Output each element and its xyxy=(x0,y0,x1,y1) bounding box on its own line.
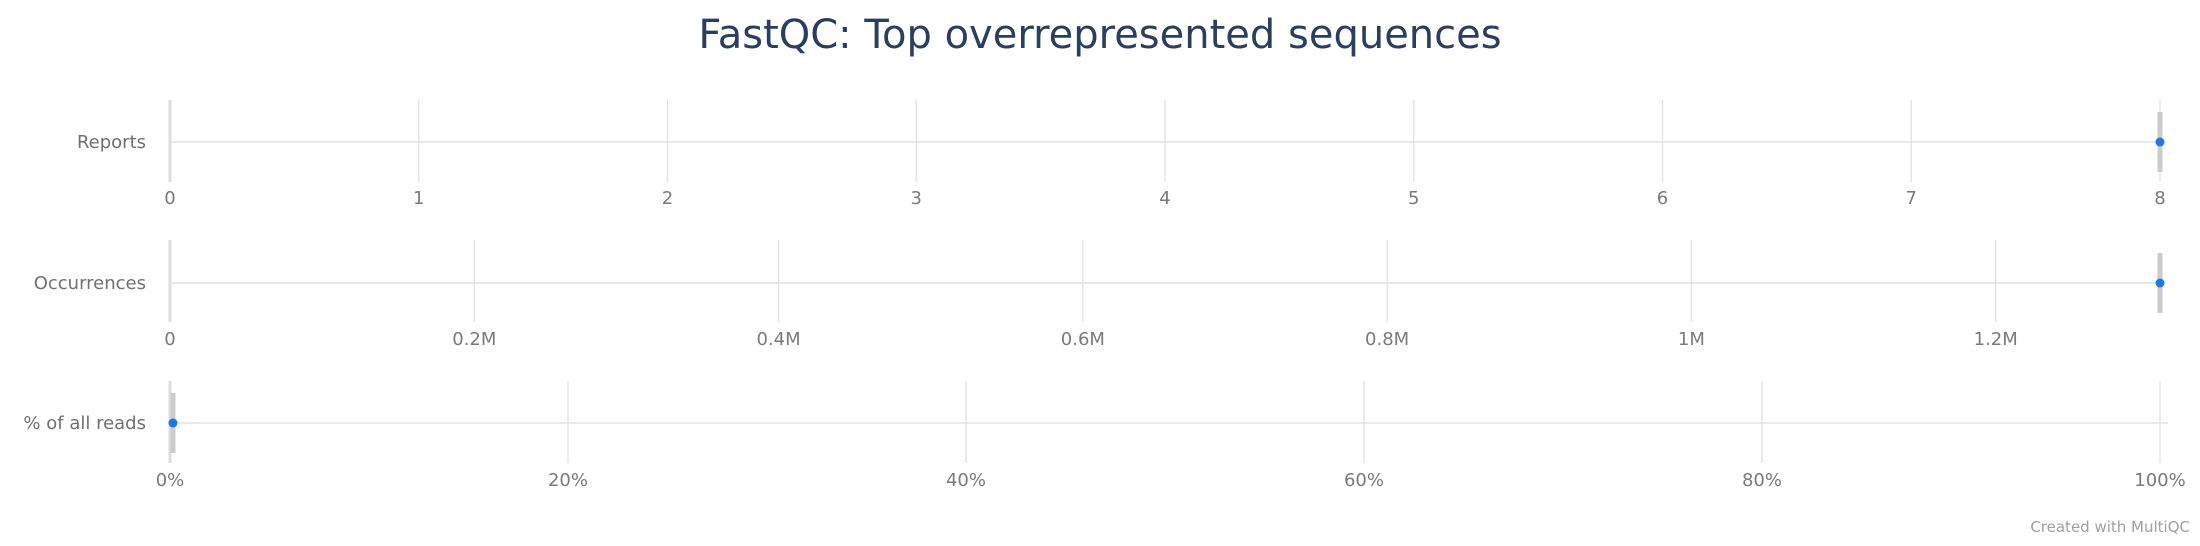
tick-label: 0.4M xyxy=(756,329,800,350)
tick-label: 0 xyxy=(164,329,175,350)
tick-label: 0% xyxy=(156,470,185,491)
tick-label: 6 xyxy=(1657,188,1668,209)
tick-label: 1 xyxy=(413,188,424,209)
tick-label: 80% xyxy=(1742,470,1782,491)
tick-label: 1.2M xyxy=(1974,329,2018,350)
tick-label: 100% xyxy=(2134,470,2185,491)
tick-label: 2 xyxy=(662,188,673,209)
data-point xyxy=(2155,278,2165,288)
tick-label: 1M xyxy=(1678,329,1705,350)
tick-label: 20% xyxy=(548,470,588,491)
row-label: % of all reads xyxy=(23,413,146,434)
plot-row: Occurrences 0 0.2M 0.4M 0.6M 0.8M 1M 1.2M xyxy=(34,240,2165,350)
data-point xyxy=(168,418,178,428)
plot-rows: Reports 0 1 2 3 4 5 6 7 8 Occurrences 0 0.2M 0.4M 0.6M… xyxy=(23,100,2186,491)
tick-label: 3 xyxy=(911,188,922,209)
tick-label: 5 xyxy=(1408,188,1419,209)
tick-label: 7 xyxy=(1906,188,1917,209)
credit-text: Created with MultiQC xyxy=(2030,518,2190,536)
tick-label: 60% xyxy=(1344,470,1384,491)
data-point xyxy=(2155,137,2165,147)
tick-label: 0.6M xyxy=(1061,329,1105,350)
tick-label: 0.2M xyxy=(452,329,496,350)
tick-label: 0 xyxy=(164,188,175,209)
chart-title: FastQC: Top overrepresented sequences xyxy=(698,12,1501,58)
plot-row: Reports 0 1 2 3 4 5 6 7 8 xyxy=(77,100,2166,209)
row-label: Occurrences xyxy=(34,273,146,294)
tick-label: 40% xyxy=(946,470,986,491)
tick-label: 0.8M xyxy=(1365,329,1409,350)
tick-label: 4 xyxy=(1159,188,1170,209)
row-label: Reports xyxy=(77,132,146,153)
tick-label: 8 xyxy=(2154,188,2165,209)
plot-row: % of all reads 0% 20% 40% 60% 80% 100% xyxy=(23,381,2186,491)
